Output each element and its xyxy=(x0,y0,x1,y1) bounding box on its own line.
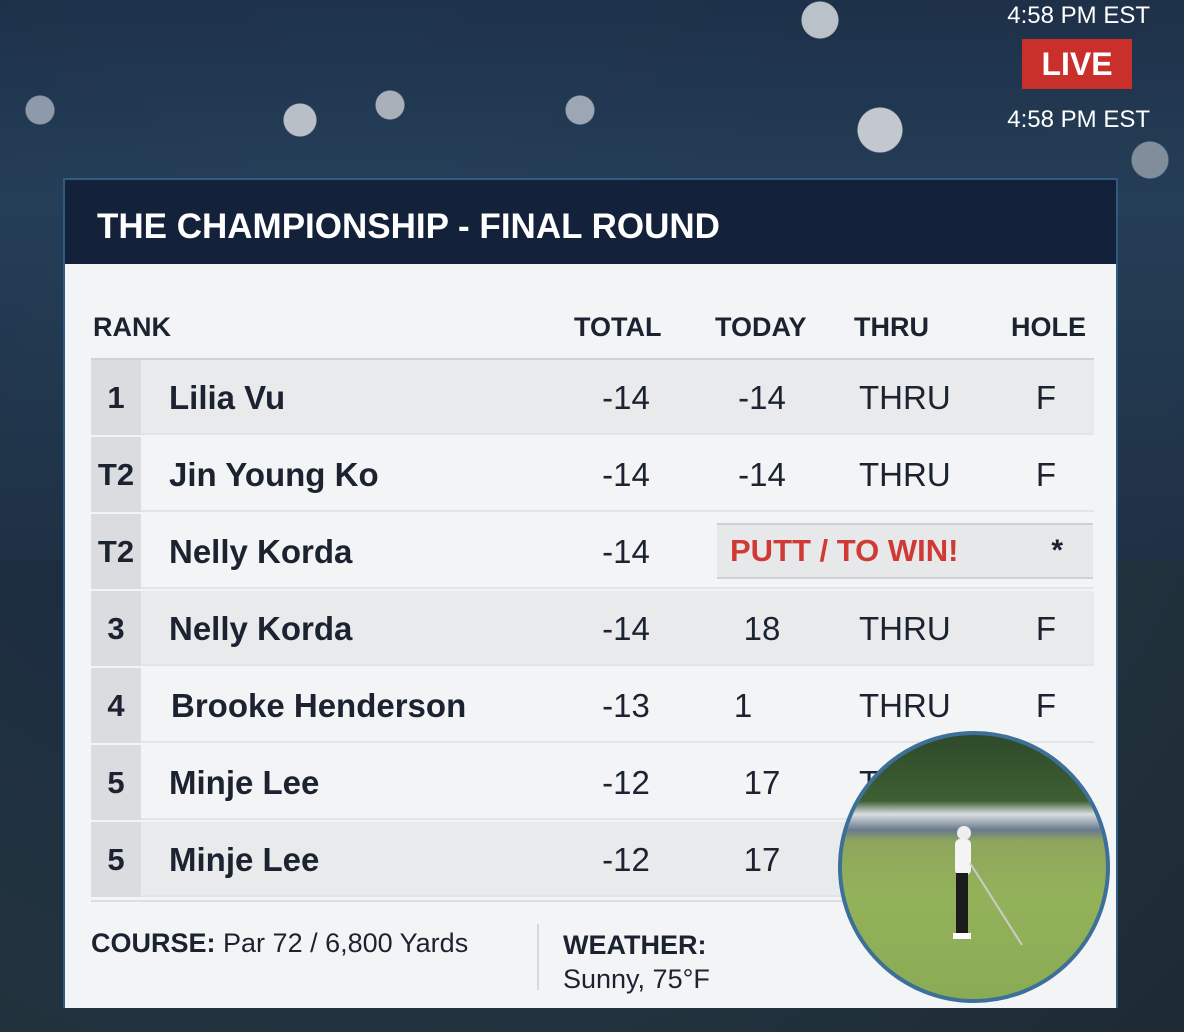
player-name: Lilia Vu xyxy=(169,378,286,416)
table-row: 3 Nelly Korda -14 18 THRU F xyxy=(91,591,1094,666)
player-name: Jin Young Ko xyxy=(169,455,379,493)
hole: * xyxy=(1051,534,1063,567)
course-label: COURSE: xyxy=(91,928,216,958)
putter-icon xyxy=(969,862,1023,946)
hole: F xyxy=(1035,378,1057,416)
course-value: Par 72 / 6,800 Yards xyxy=(223,928,469,958)
thru: THRU xyxy=(859,686,951,724)
golfer-putting-image xyxy=(838,731,1110,1003)
table-row: 1 Lilia Vu -14 -14 THRU F xyxy=(91,360,1094,435)
rank: 4 xyxy=(91,668,141,743)
player-name: Brooke Henderson xyxy=(171,686,467,724)
col-total: TOTAL xyxy=(574,312,662,342)
total: -14 xyxy=(602,532,650,570)
thru: THRU xyxy=(859,378,951,416)
golfer-icon xyxy=(953,826,971,939)
thru: THRU xyxy=(859,455,951,493)
total: -14 xyxy=(602,609,650,647)
today: 17 xyxy=(743,840,781,878)
rank: 1 xyxy=(91,360,141,435)
course-info-footer: COURSE: Par 72 / 6,800 Yards WEATHER: Su… xyxy=(91,900,1094,994)
leaderboard-panel: THE CHAMPIONSHIP - FINAL ROUND RANK TOTA… xyxy=(63,178,1118,1008)
total: -12 xyxy=(602,763,650,801)
weather-label: WEATHER: xyxy=(563,930,707,960)
col-thru: THRU xyxy=(854,312,929,342)
total: -14 xyxy=(602,455,650,493)
rank: T2 xyxy=(91,514,141,589)
col-hole: HOLE xyxy=(1011,312,1087,342)
rank: 5 xyxy=(91,822,141,897)
player-name: Minje Lee xyxy=(169,840,320,878)
course-info: COURSE: Par 72 / 6,800 Yards xyxy=(91,928,468,959)
thru: THRU xyxy=(859,609,951,647)
today: 1 xyxy=(733,686,753,724)
table-row: T2 Nelly Korda -14 PUTT / TO WIN! * xyxy=(91,514,1094,589)
rank: 5 xyxy=(91,745,141,820)
weather-value: Sunny, 75°F xyxy=(563,964,710,994)
total: -14 xyxy=(602,378,650,416)
player-name: Nelly Korda xyxy=(169,532,353,570)
col-today: TODAY xyxy=(715,312,807,342)
today: 18 xyxy=(743,609,781,647)
rank: 3 xyxy=(91,591,141,666)
player-name: Minje Lee xyxy=(169,763,320,801)
table-row: T2 Jin Young Ko -14 -14 THRU F xyxy=(91,437,1094,512)
weather-info: WEATHER: Sunny, 75°F xyxy=(563,928,710,996)
status-text: PUTT / TO WIN! xyxy=(730,533,959,568)
hole: F xyxy=(1035,609,1057,647)
total: -13 xyxy=(602,686,650,724)
today: 17 xyxy=(743,763,781,801)
hole: F xyxy=(1035,686,1057,724)
time-bottom: 4:58 PM EST xyxy=(1007,106,1150,133)
time-top: 4:58 PM EST xyxy=(1007,2,1150,29)
leaderboard-title: THE CHAMPIONSHIP - FINAL ROUND xyxy=(65,180,1116,264)
live-badge: LIVE xyxy=(1022,39,1132,89)
putt-to-win-banner: PUTT / TO WIN! * xyxy=(717,523,1093,579)
hole: F xyxy=(1035,455,1057,493)
rank: T2 xyxy=(91,437,141,512)
footer-divider xyxy=(537,924,539,990)
total: -12 xyxy=(602,840,650,878)
today: -14 xyxy=(738,455,786,493)
today: -14 xyxy=(738,378,786,416)
col-rank: RANK xyxy=(93,312,171,342)
table-row: 4 Brooke Henderson -13 1 THRU F xyxy=(91,668,1094,743)
header-divider xyxy=(91,358,1094,360)
player-name: Nelly Korda xyxy=(169,609,353,647)
